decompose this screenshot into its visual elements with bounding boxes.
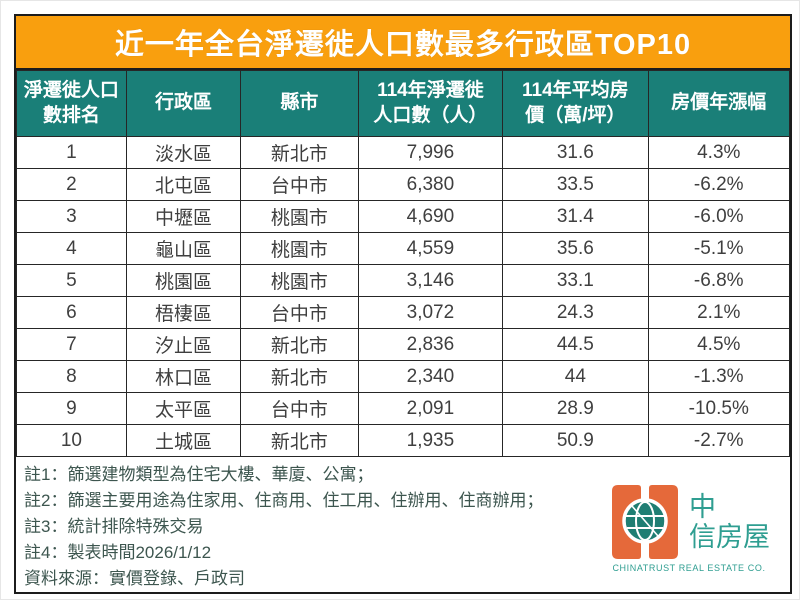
price-cell: 44.5 xyxy=(502,328,649,361)
table-row: 10 土城區 新北市 1,935 50.9 -2.7% xyxy=(16,424,790,457)
table-row: 6 梧棲區 台中市 3,072 24.3 2.1% xyxy=(16,296,790,329)
migration-cell: 1,935 xyxy=(357,424,504,457)
district-cell: 太平區 xyxy=(125,392,242,425)
price-cell: 31.6 xyxy=(502,136,649,169)
rank-cell: 4 xyxy=(16,232,127,265)
migration-cell: 6,380 xyxy=(357,168,504,201)
header-avg-price: 114年平均房 價（萬/坪） xyxy=(502,70,649,137)
change-cell: -6.2% xyxy=(647,168,790,201)
rank-cell: 6 xyxy=(16,296,127,329)
change-cell: -6.8% xyxy=(647,264,790,297)
migration-cell: 3,072 xyxy=(357,296,504,329)
city-cell: 新北市 xyxy=(240,424,359,457)
price-cell: 28.9 xyxy=(502,392,649,425)
chinatrust-logo-icon xyxy=(608,483,682,561)
table-row: 1 淡水區 新北市 7,996 31.6 4.3% xyxy=(16,136,790,169)
header-city: 縣市 xyxy=(240,70,359,137)
table-row: 9 太平區 台中市 2,091 28.9 -10.5% xyxy=(16,392,790,425)
table-row: 3 中壢區 桃園市 4,690 31.4 -6.0% xyxy=(16,200,790,233)
header-rank: 淨遷徙人口 數排名 xyxy=(16,70,127,137)
city-cell: 桃園市 xyxy=(240,232,359,265)
rank-cell: 8 xyxy=(16,360,127,393)
table-row: 7 汐止區 新北市 2,836 44.5 4.5% xyxy=(16,328,790,361)
header-price-change: 房價年漲幅 xyxy=(647,70,790,137)
migration-cell: 7,996 xyxy=(357,136,504,169)
price-cell: 33.5 xyxy=(502,168,649,201)
change-cell: 4.3% xyxy=(647,136,790,169)
footnote-2: 註2：篩選主要用途為住家用、住商用、住工用、住辦用、住商辦用； xyxy=(24,491,544,510)
table-row: 2 北屯區 台中市 6,380 33.5 -6.2% xyxy=(16,168,790,201)
district-cell: 桃園區 xyxy=(125,264,242,297)
rank-cell: 1 xyxy=(16,136,127,169)
district-cell: 汐止區 xyxy=(125,328,242,361)
rank-cell: 7 xyxy=(16,328,127,361)
data-source: 資料來源：實價登錄、戶政司 xyxy=(24,569,245,588)
change-cell: -10.5% xyxy=(647,392,790,425)
chinatrust-logo-caption: CHINATRUST REAL ESTATE CO. xyxy=(612,563,766,573)
table-row: 4 龜山區 桃園市 4,559 35.6 -5.1% xyxy=(16,232,790,265)
city-cell: 台中市 xyxy=(240,392,359,425)
price-cell: 35.6 xyxy=(502,232,649,265)
district-cell: 中壢區 xyxy=(125,200,242,233)
price-cell: 33.1 xyxy=(502,264,649,297)
district-cell: 淡水區 xyxy=(125,136,242,169)
change-cell: -5.1% xyxy=(647,232,790,265)
migration-cell: 2,091 xyxy=(357,392,504,425)
migration-cell: 4,690 xyxy=(357,200,504,233)
rank-cell: 2 xyxy=(16,168,127,201)
migration-cell: 2,836 xyxy=(357,328,504,361)
city-cell: 新北市 xyxy=(240,328,359,361)
change-cell: 2.1% xyxy=(647,296,790,329)
district-cell: 梧棲區 xyxy=(125,296,242,329)
price-cell: 24.3 xyxy=(502,296,649,329)
change-cell: 4.5% xyxy=(647,328,790,361)
city-cell: 新北市 xyxy=(240,360,359,393)
chinatrust-logo-wordmark: 中 信房屋 xyxy=(689,491,770,552)
price-cell: 50.9 xyxy=(502,424,649,457)
footnote-4: 註4：製表時間2026/1/12 xyxy=(24,543,212,562)
city-cell: 台中市 xyxy=(240,168,359,201)
ranking-table: 淨遷徙人口 數排名 行政區 縣市 114年淨遷徙 人口數（人） 114年平均房 … xyxy=(16,70,790,457)
page-title: 近一年全台淨遷徙人口數最多行政區TOP10 xyxy=(114,29,692,61)
title-bar: 近一年全台淨遷徙人口數最多行政區TOP10 xyxy=(16,16,790,70)
migration-cell: 2,340 xyxy=(357,360,504,393)
footer-notes-area: 註1：篩選建物類型為住宅大樓、華廈、公寓； 註2：篩選主要用途為住家用、住商用、… xyxy=(16,457,790,590)
footnote-1: 註1：篩選建物類型為住宅大樓、華廈、公寓； xyxy=(24,465,374,484)
ranking-table-frame: 近一年全台淨遷徙人口數最多行政區TOP10 淨遷徙人口 數排名 行政區 縣市 1… xyxy=(14,14,792,594)
price-cell: 44 xyxy=(502,360,649,393)
chinatrust-logo: 中 信房屋 CHINATRUST REAL ESTATE CO. xyxy=(598,483,780,573)
price-cell: 31.4 xyxy=(502,200,649,233)
table-row: 8 林口區 新北市 2,340 44 -1.3% xyxy=(16,360,790,393)
city-cell: 台中市 xyxy=(240,296,359,329)
change-cell: -1.3% xyxy=(647,360,790,393)
header-net-migration: 114年淨遷徙 人口數（人） xyxy=(357,70,504,137)
district-cell: 北屯區 xyxy=(125,168,242,201)
change-cell: -2.7% xyxy=(647,424,790,457)
migration-cell: 3,146 xyxy=(357,264,504,297)
rank-cell: 10 xyxy=(16,424,127,457)
footnote-3: 註3：統計排除特殊交易 xyxy=(24,517,204,536)
district-cell: 林口區 xyxy=(125,360,242,393)
city-cell: 新北市 xyxy=(240,136,359,169)
migration-cell: 4,559 xyxy=(357,232,504,265)
rank-cell: 3 xyxy=(16,200,127,233)
table-row: 5 桃園區 桃園市 3,146 33.1 -6.8% xyxy=(16,264,790,297)
rank-cell: 5 xyxy=(16,264,127,297)
rank-cell: 9 xyxy=(16,392,127,425)
header-row: 淨遷徙人口 數排名 行政區 縣市 114年淨遷徙 人口數（人） 114年平均房 … xyxy=(16,70,790,137)
district-cell: 土城區 xyxy=(125,424,242,457)
district-cell: 龜山區 xyxy=(125,232,242,265)
change-cell: -6.0% xyxy=(647,200,790,233)
header-district: 行政區 xyxy=(125,70,242,137)
city-cell: 桃園市 xyxy=(240,264,359,297)
city-cell: 桃園市 xyxy=(240,200,359,233)
